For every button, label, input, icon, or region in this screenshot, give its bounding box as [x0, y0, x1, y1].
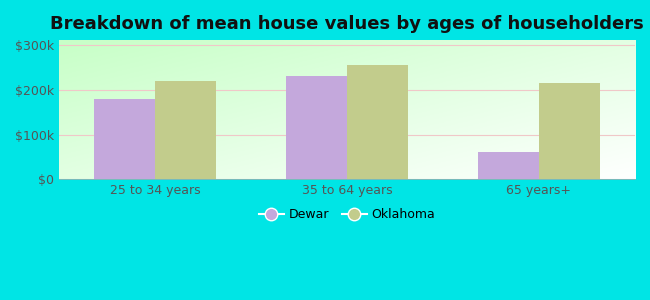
- Bar: [94, 99, 155, 179]
- Bar: [539, 83, 601, 179]
- Bar: [155, 81, 216, 179]
- Legend: Dewar, Oklahoma: Dewar, Oklahoma: [254, 203, 440, 226]
- Title: Breakdown of mean house values by ages of householders: Breakdown of mean house values by ages o…: [50, 15, 644, 33]
- Bar: [347, 65, 408, 179]
- Bar: [285, 76, 347, 179]
- Bar: [478, 152, 539, 179]
